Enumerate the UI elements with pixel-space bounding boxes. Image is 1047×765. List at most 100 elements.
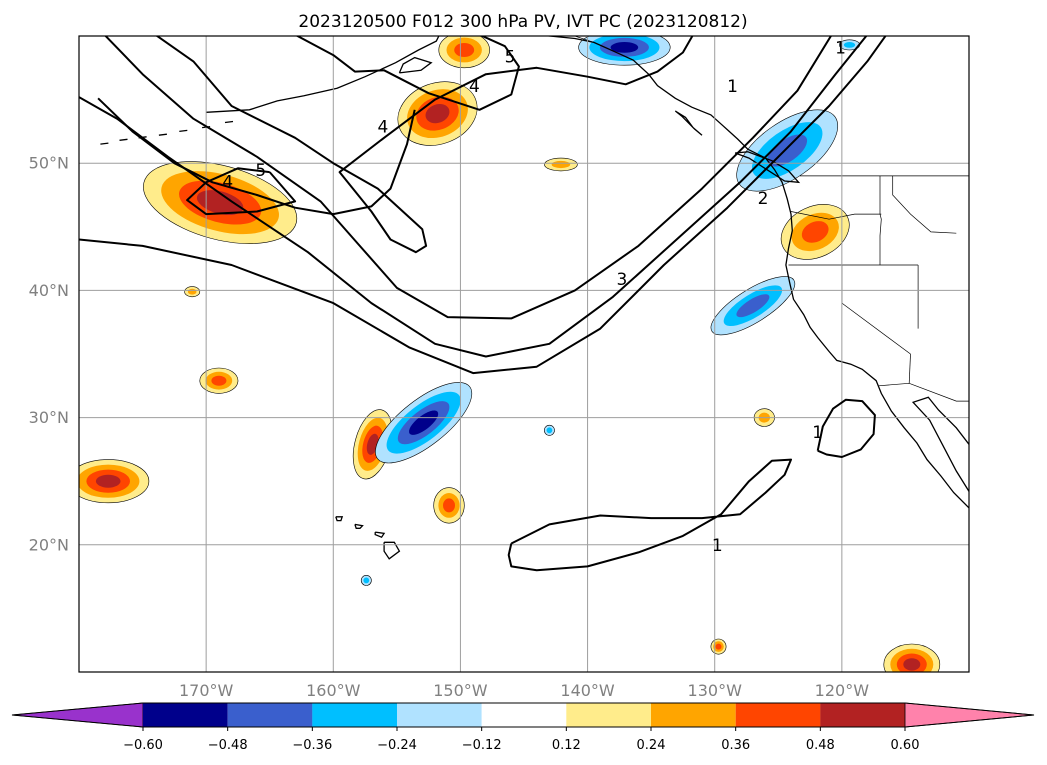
aleutian-island-3 (158, 133, 167, 136)
colorbar-tick-label: 0.12 (552, 738, 581, 753)
border-bc-alaska (574, 36, 595, 43)
coast-kodiak (398, 56, 433, 74)
ivt-negative-feature (578, 36, 671, 66)
ivt-shade-pos-2-2 (454, 43, 475, 57)
colorbar-segment (481, 703, 567, 727)
ivt-shade-neg-3-2 (736, 294, 770, 318)
ivt-shade-pos-7-1 (187, 288, 197, 295)
lon-tick-label: 170°W (179, 681, 234, 700)
colorbar-tick-label: −0.36 (292, 738, 332, 753)
colorbar-tick-label: −0.48 (208, 738, 248, 753)
coast-north-america (543, 36, 969, 509)
lon-tick-label: 140°W (560, 681, 615, 700)
chart-title: 2023120500 F012 300 hPa PV, IVT PC (2023… (298, 12, 747, 32)
colorbar-segment (735, 703, 821, 727)
pv-contour-1-8 (816, 398, 876, 458)
border-id-west (879, 175, 882, 265)
ivt-negative-feature (375, 382, 473, 464)
ivt-shade-neg-4-1 (843, 42, 856, 48)
latitude-tick-labels: 20°N 30°N 40°N 50°N (29, 154, 69, 555)
ivt-shade-pos-0-3 (196, 190, 244, 216)
pv-contours-layer (79, 36, 887, 572)
ivt-shade-neg-5-1 (546, 427, 553, 434)
ivt-positive-feature (544, 157, 578, 172)
coast-haida-gwaii (674, 110, 703, 136)
colorbar-tick-label: 0.48 (806, 738, 835, 753)
ivt-shade-pos-1-3 (425, 103, 450, 124)
pv-contour-1-7 (507, 458, 792, 572)
map-frame (78, 35, 970, 673)
ivt-negative-feature (544, 424, 555, 436)
ivt-positive-feature (79, 459, 150, 504)
contour-label: 2 (758, 189, 769, 209)
map-panel: 1 1 1 1 2 3 4 4 4 5 5 (78, 35, 970, 673)
lon-tick-label: 130°W (688, 681, 743, 700)
colorbar-segment (143, 703, 228, 727)
gridlines-layer (79, 36, 969, 672)
ivt-positive-feature (199, 367, 239, 394)
ivt-shading-layer (79, 36, 941, 672)
lat-tick-label: 30°N (29, 408, 69, 427)
ivt-positive-feature (710, 638, 727, 655)
ivt-negative-feature (710, 276, 796, 336)
border-mt (892, 175, 957, 234)
longitude-tick-labels: 170°W 160°W 150°W 140°W 130°W 120°W (179, 681, 869, 700)
colorbar-segment (566, 703, 651, 727)
contour-label: 4 (222, 172, 233, 192)
aleutian-island-1 (119, 138, 128, 141)
pv-contour-3-2 (104, 36, 833, 320)
colorbar-tick-label: 0.60 (891, 738, 920, 753)
contour-label: 1 (835, 39, 846, 59)
border-us-mexico (878, 382, 969, 402)
lat-tick-label: 20°N (29, 535, 69, 554)
border-az (908, 353, 911, 384)
contour-labels-layer: 1 1 1 1 2 3 4 4 4 5 5 (222, 39, 846, 556)
ivt-shade-pos-3-3 (95, 474, 121, 488)
colorbar-segment (820, 703, 905, 727)
hawaii-big-island (383, 541, 401, 560)
colorbar: −0.60 −0.48 −0.36 −0.24 −0.12 0.12 0.24 0.36 0.4… (11, 702, 1035, 753)
colorbar-segment (651, 703, 736, 727)
pv-contour-5-5 (295, 36, 520, 111)
colorbar-tick-label: −0.60 (123, 738, 163, 753)
ivt-positive-feature (780, 204, 850, 260)
aleutian-island-0 (100, 142, 109, 145)
colorbar-tick-label: −0.24 (377, 738, 417, 753)
lat-tick-label: 50°N (29, 154, 69, 173)
contour-label: 5 (505, 48, 516, 68)
colorbar-tick-label: 0.36 (721, 738, 750, 753)
colorbar-extend-low (11, 702, 144, 728)
pv-contour-4-4 (97, 97, 416, 216)
lon-tick-label: 150°W (433, 681, 488, 700)
colorbar-segment (397, 703, 482, 727)
colorbar-tick-label: 0.24 (637, 738, 666, 753)
ivt-negative-feature (838, 39, 860, 51)
contour-label: 3 (616, 270, 627, 290)
colorbar-segment (227, 703, 313, 727)
ivt-shade-pos-8-2 (801, 221, 829, 243)
colorbar-extend-high (904, 702, 1035, 728)
contour-label: 5 (255, 161, 266, 181)
ivt-shade-pos-10-3 (903, 658, 921, 671)
ivt-positive-feature (184, 286, 201, 298)
coast-vancouver-island (734, 151, 801, 184)
ivt-shade-neg-1-3 (610, 42, 639, 53)
ivt-positive-feature (883, 643, 941, 672)
aleutian-island-4 (179, 129, 188, 133)
lon-tick-label: 160°W (306, 681, 361, 700)
contour-label: 1 (712, 536, 723, 556)
ivt-shade-neg-2-3 (409, 410, 439, 435)
pv-contour-5-6 (186, 167, 297, 216)
lat-tick-label: 40°N (29, 281, 69, 300)
hawaii-oahu (354, 523, 364, 529)
ivt-shade-pos-11-2 (715, 643, 722, 650)
aleutian-island-6 (224, 120, 234, 124)
hawaii-maui (374, 531, 386, 539)
contour-label: 4 (377, 118, 388, 138)
ivt-shade-pos-6-2 (211, 375, 227, 386)
ivt-positive-feature (143, 161, 298, 244)
ivt-shade-pos-9-1 (551, 160, 571, 169)
coast-baja-gulf (911, 396, 969, 492)
colorbar-segment (312, 703, 397, 727)
